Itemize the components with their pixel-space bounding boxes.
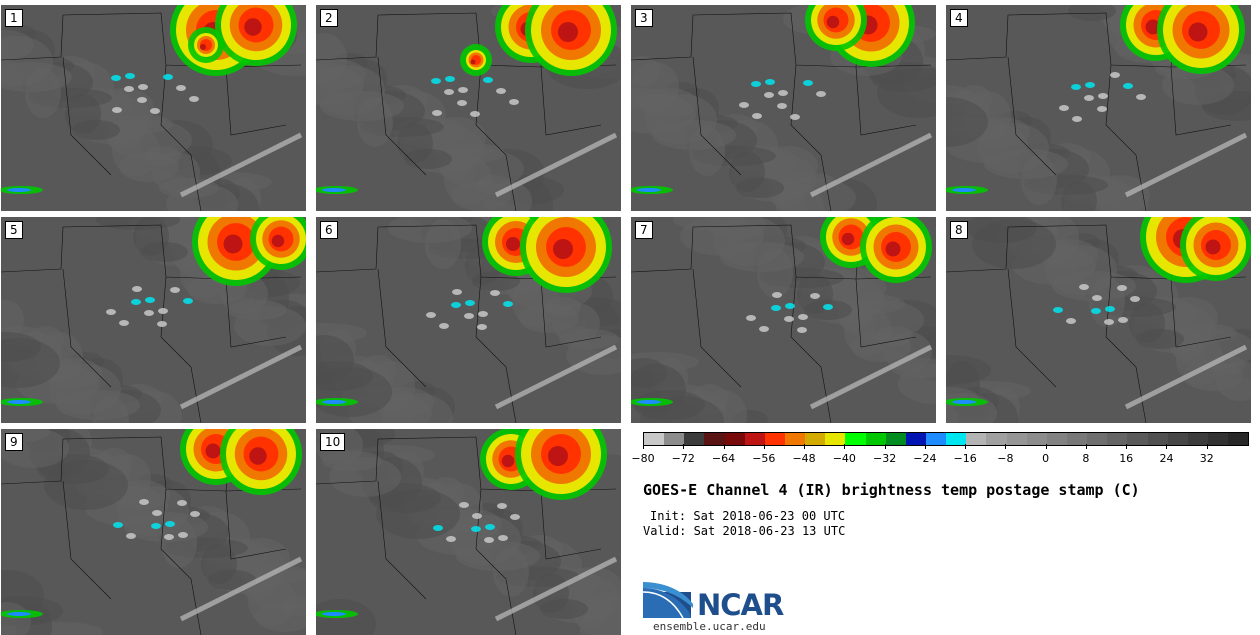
- colorbar-tick-label: 24: [1159, 452, 1174, 465]
- colorbar-tick: [683, 444, 685, 449]
- colorbar-tick-label: 8: [1082, 452, 1090, 465]
- panel-label: 9: [5, 433, 23, 451]
- colorbar-segment: [684, 433, 705, 445]
- colorbar-segment: [1167, 433, 1188, 445]
- colorbar-segment: [664, 433, 685, 445]
- colorbar-tick: [965, 444, 967, 449]
- colorbar-segment: [1207, 433, 1229, 445]
- colorbar-tick: [1166, 444, 1168, 449]
- colorbar-tick: [1206, 444, 1208, 449]
- colorbar: [643, 432, 1249, 446]
- colorbar-tick-label: −16: [953, 452, 977, 465]
- colorbar-tick-label: −56: [752, 452, 776, 465]
- colorbar-segment: [1026, 433, 1047, 445]
- ncar-logo-text: NCAR: [697, 588, 784, 622]
- panel-label: 3: [635, 9, 653, 27]
- map-panel-7: 7: [631, 217, 936, 423]
- colorbar-segment: [1066, 433, 1088, 445]
- colorbar-ticks: −80 −72 −64 −56 −48 −40 −32 −24 −16 −8 0 8 16 24 32: [631, 444, 1247, 474]
- colorbar-segment: [925, 433, 947, 445]
- colorbar-segment: [1228, 433, 1249, 445]
- colorbar-tick: [763, 444, 765, 449]
- panel-label: 2: [320, 9, 338, 27]
- colorbar-segment: [644, 433, 665, 445]
- ir-map-6: [316, 217, 621, 423]
- colorbar-segment: [764, 433, 785, 445]
- map-panel-4: 4: [946, 5, 1251, 211]
- colorbar-tick-label: −80: [631, 452, 655, 465]
- ncar-logo-icon: [643, 582, 693, 619]
- colorbar-tick: [643, 444, 644, 449]
- colorbar-segment: [724, 433, 745, 445]
- colorbar-tick-label: 16: [1119, 452, 1134, 465]
- panel-label: 6: [320, 221, 338, 239]
- panel-label: 8: [950, 221, 968, 239]
- colorbar-segment: [825, 433, 846, 445]
- ir-map-8: [946, 217, 1251, 423]
- panel-label: 5: [5, 221, 23, 239]
- valid-time: Valid: Sat 2018-06-23 13 UTC: [643, 524, 846, 538]
- colorbar-tick: [924, 444, 926, 449]
- colorbar-tick: [844, 444, 846, 449]
- colorbar-segment: [1006, 433, 1027, 445]
- colorbar-tick-label: 32: [1199, 452, 1214, 465]
- colorbar-segment: [1187, 433, 1208, 445]
- colorbar-tick: [1045, 444, 1047, 449]
- colorbar-segment: [986, 433, 1007, 445]
- map-panel-1: 1: [1, 5, 306, 211]
- colorbar-tick: [1126, 444, 1128, 449]
- colorbar-tick-label: 0: [1042, 452, 1050, 465]
- colorbar-segment: [946, 433, 967, 445]
- map-panel-8: 8: [946, 217, 1251, 423]
- ir-map-7: [631, 217, 936, 423]
- plot-title: GOES-E Channel 4 (IR) brightness temp po…: [643, 481, 1140, 499]
- colorbar-segment: [905, 433, 926, 445]
- ir-map-2: [316, 5, 621, 211]
- colorbar-tick: [1005, 444, 1007, 449]
- colorbar-segment: [966, 433, 987, 445]
- colorbar-tick-label: −64: [711, 452, 736, 465]
- colorbar-segment: [1107, 433, 1128, 445]
- colorbar-segment: [1087, 433, 1108, 445]
- panel-label: 4: [950, 9, 968, 27]
- colorbar-tick: [723, 444, 725, 449]
- map-panel-2: 2: [316, 5, 621, 211]
- init-time: Init: Sat 2018-06-23 00 UTC: [650, 509, 846, 523]
- colorbar-segment: [784, 433, 806, 445]
- colorbar-segment: [1046, 433, 1067, 445]
- colorbar-tick-label: −72: [671, 452, 695, 465]
- map-panel-10: 10: [316, 429, 621, 635]
- colorbar-tick: [884, 444, 886, 449]
- ir-map-3: [631, 5, 936, 211]
- colorbar-tick-label: −40: [832, 452, 856, 465]
- map-panel-9: 9: [1, 429, 306, 635]
- colorbar-tick-label: −32: [872, 452, 897, 465]
- map-panel-5: 5: [1, 217, 306, 423]
- website-url: ensemble.ucar.edu: [653, 620, 766, 633]
- ir-map-5: [1, 217, 306, 423]
- colorbar-tick-label: −48: [792, 452, 816, 465]
- ir-map-10: [316, 429, 621, 635]
- colorbar-tick: [804, 444, 806, 449]
- colorbar-segment: [1127, 433, 1148, 445]
- colorbar-segment: [1147, 433, 1168, 445]
- ir-map-4: [946, 5, 1251, 211]
- panel-label: 10: [320, 433, 346, 451]
- colorbar-tick-label: −8: [997, 452, 1014, 465]
- map-panel-3: 3: [631, 5, 936, 211]
- panel-label: 1: [5, 9, 23, 27]
- colorbar-segment: [885, 433, 906, 445]
- colorbar-segment: [704, 433, 725, 445]
- panel-label: 7: [635, 221, 653, 239]
- colorbar-segment: [744, 433, 765, 445]
- colorbar-segment: [805, 433, 826, 445]
- colorbar-segment: [865, 433, 886, 445]
- ir-map-1: [1, 5, 306, 211]
- colorbar-tick: [1085, 444, 1087, 449]
- map-panel-6: 6: [316, 217, 621, 423]
- ir-map-9: [1, 429, 306, 635]
- colorbar-tick-label: −24: [913, 452, 937, 465]
- colorbar-segment: [845, 433, 866, 445]
